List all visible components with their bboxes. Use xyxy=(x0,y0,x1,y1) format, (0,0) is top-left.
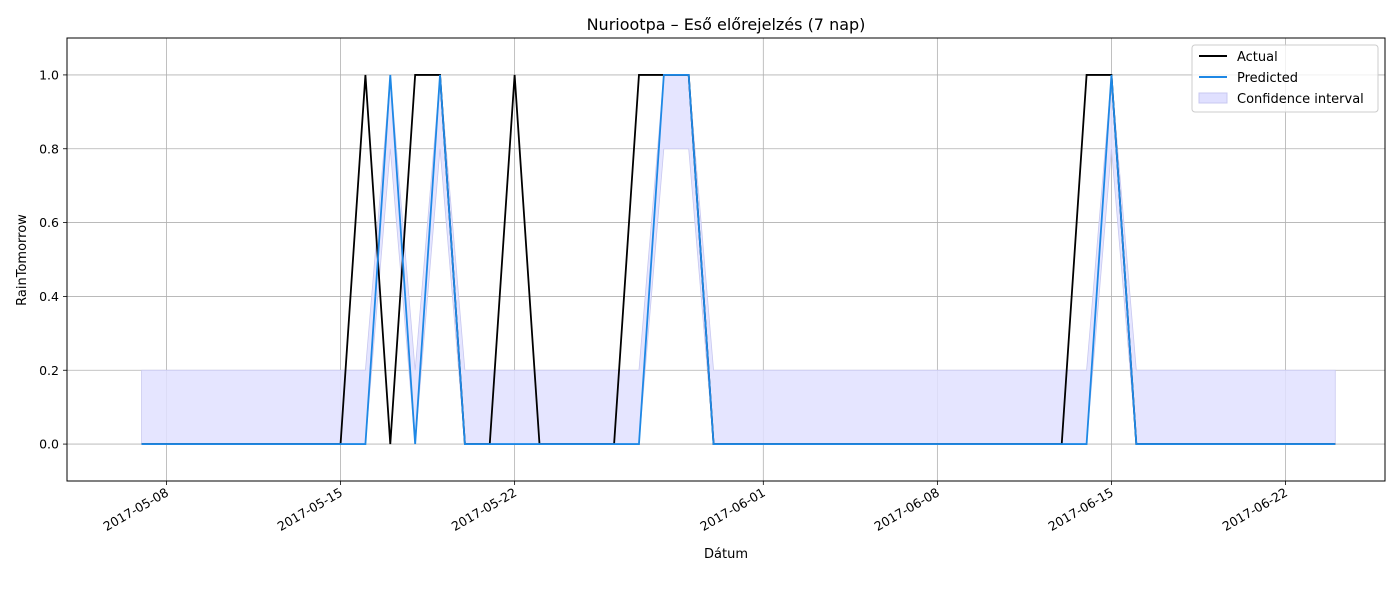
series-layer xyxy=(141,74,1336,445)
legend: Actual Predicted Confidence interval xyxy=(1191,44,1379,113)
chart-title: Nuriootpa – Eső előrejelzés (7 nap) xyxy=(587,15,866,34)
y-tick-label: 0.2 xyxy=(39,363,59,378)
y-axis-ticks: 0.0 0.2 0.4 0.6 0.8 1.0 xyxy=(39,67,67,452)
plot-frame xyxy=(66,37,1386,482)
y-tick-label: 0.0 xyxy=(39,437,59,452)
y-tick-label: 1.0 xyxy=(39,67,59,82)
x-axis-title: Dátum xyxy=(704,547,748,562)
legend-label-confidence-interval: Confidence interval xyxy=(1237,92,1364,107)
series-line-predicted xyxy=(141,74,1336,445)
legend-swatch-confidence-interval xyxy=(1198,92,1228,104)
y-tick-label: 0.8 xyxy=(39,141,59,156)
y-tick-label: 0.6 xyxy=(39,215,59,230)
y-axis-title: RainTomorrow xyxy=(15,214,30,306)
legend-box xyxy=(1191,44,1379,113)
legend-label-predicted: Predicted xyxy=(1237,71,1298,86)
legend-label-actual: Actual xyxy=(1237,50,1278,65)
y-tick-label: 0.4 xyxy=(39,289,59,304)
